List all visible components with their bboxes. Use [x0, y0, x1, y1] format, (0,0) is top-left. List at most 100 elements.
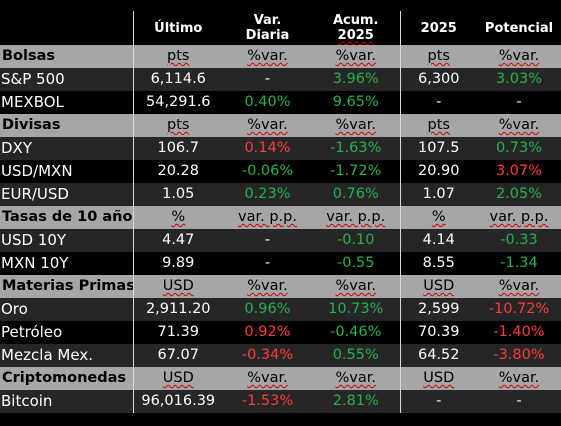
daily-change: 0.23%	[223, 183, 312, 206]
market-summary-table: Último Var. Diaria Acum. 2025 2025 Potenci…	[0, 11, 561, 413]
potential-change: 3.03%	[477, 68, 561, 91]
ytd-change: 3.96%	[312, 68, 400, 91]
table-row: S&P 500 6,114.6-3.96% 6,300 3.03%	[0, 68, 561, 91]
section-title: Bolsas	[0, 45, 133, 68]
target-2025: 2,599	[399, 298, 477, 321]
daily-change: 0.14%	[223, 137, 312, 160]
ytd-change: -1.72%	[312, 160, 400, 183]
section-unit-label: var. p.p.	[223, 206, 312, 229]
header-daily-change: Var. Diaria	[223, 11, 312, 45]
table-row: USD 10Y 4.47- -0.10 4.14 -0.33	[0, 229, 561, 252]
target-2025: -	[399, 390, 477, 413]
instrument-name: Mezcla Mex.	[0, 344, 133, 367]
header-target-2025: 2025	[399, 11, 477, 45]
header-daily-line2: Diaria	[245, 28, 290, 43]
daily-change: -	[223, 68, 312, 91]
section-unit-label: %var.	[477, 367, 561, 390]
potential-change: -1.40%	[477, 321, 561, 344]
section-unit-label: %	[399, 206, 477, 229]
header-last: Último	[132, 11, 223, 45]
section-unit-label: %var.	[477, 45, 561, 68]
ytd-change: 0.76%	[312, 183, 400, 206]
section-unit-label: %	[132, 206, 223, 229]
ytd-change: -0.55	[312, 252, 400, 275]
table-row: Bitcoin 96,016.39 -1.53% 2.81% - -	[0, 390, 561, 413]
daily-change: -1.53%	[223, 390, 312, 413]
table-row: DXY 106.7 0.14% -1.63% 107.5 0.73%	[0, 137, 561, 160]
instrument-name: Petróleo	[0, 321, 133, 344]
header-ytd-change: Acum. 2025	[312, 11, 400, 45]
instrument-name: Bitcoin	[0, 390, 133, 413]
potential-change: -3.80%	[477, 344, 561, 367]
instrument-name: S&P 500	[0, 68, 133, 91]
instrument-name: DXY	[0, 137, 133, 160]
section-unit-label: var. p.p.	[477, 206, 561, 229]
table-row: MXN 10Y 9.89- -0.55 8.55 -1.34	[0, 252, 561, 275]
last-value: 106.7	[132, 137, 223, 160]
last-value: 4.47	[132, 229, 223, 252]
instrument-name: MEXBOL	[0, 91, 133, 114]
section-unit-label: var. p.p.	[312, 206, 400, 229]
daily-change: -0.34%	[223, 344, 312, 367]
ytd-change: -0.46%	[312, 321, 400, 344]
potential-change: 2.05%	[477, 183, 561, 206]
instrument-name: USD/MXN	[0, 160, 133, 183]
section-unit-label: pts	[132, 45, 223, 68]
header-blank	[0, 11, 133, 45]
section-header-row: Materias Primas USD %var. %var. USD %var.	[0, 275, 561, 298]
section-header-row: Divisas pts %var. %var. pts %var.	[0, 114, 561, 137]
instrument-name: Oro	[0, 298, 133, 321]
daily-change: -	[223, 229, 312, 252]
potential-change: 0.73%	[477, 137, 561, 160]
target-2025: 1.07	[399, 183, 477, 206]
instrument-name: USD 10Y	[0, 229, 133, 252]
section-header-row: Criptomonedas USD %var. %var. USD %var.	[0, 367, 561, 390]
instrument-name: MXN 10Y	[0, 252, 133, 275]
table-row: Oro 2,911.20 0.96% 10.73% 2,599 -10.72%	[0, 298, 561, 321]
section-unit-label: %var.	[223, 45, 312, 68]
target-2025: 107.5	[399, 137, 477, 160]
target-2025: 4.14	[399, 229, 477, 252]
potential-change: -1.34	[477, 252, 561, 275]
section-title: Tasas de 10 años	[0, 206, 133, 229]
daily-change: -0.06%	[223, 160, 312, 183]
daily-change: -	[223, 252, 312, 275]
target-2025: 64.52	[399, 344, 477, 367]
target-2025: 70.39	[399, 321, 477, 344]
section-unit-label: %var.	[312, 275, 400, 298]
daily-change: 0.40%	[223, 91, 312, 114]
target-2025: -	[399, 91, 477, 114]
section-unit-label: %var.	[312, 367, 400, 390]
section-unit-label: %var.	[223, 275, 312, 298]
last-value: 67.07	[132, 344, 223, 367]
section-unit-label: USD	[132, 367, 223, 390]
last-value: 71.39	[132, 321, 223, 344]
table-row: Mezcla Mex. 67.07 -0.34% 0.55% 64.52 -3.80%	[0, 344, 561, 367]
ytd-change: -1.63%	[312, 137, 400, 160]
table-row: EUR/USD 1.05 0.23% 0.76% 1.07 2.05%	[0, 183, 561, 206]
section-unit-label: USD	[399, 367, 477, 390]
section-unit-label: USD	[132, 275, 223, 298]
section-title: Divisas	[0, 114, 133, 137]
potential-change: 3.07%	[477, 160, 561, 183]
section-unit-label: pts	[132, 114, 223, 137]
last-value: 1.05	[132, 183, 223, 206]
header-ytd-line1: Acum.	[332, 13, 379, 28]
section-title: Materias Primas	[0, 275, 133, 298]
section-header-row: Bolsas pts %var. %var. pts %var.	[0, 45, 561, 68]
daily-change: 0.92%	[223, 321, 312, 344]
potential-change: -0.33	[477, 229, 561, 252]
last-value: 96,016.39	[132, 390, 223, 413]
table-row: MEXBOL 54,291.6 0.40% 9.65% - -	[0, 91, 561, 114]
ytd-change: 0.55%	[312, 344, 400, 367]
ytd-change: 2.81%	[312, 390, 400, 413]
target-2025: 20.90	[399, 160, 477, 183]
instrument-name: EUR/USD	[0, 183, 133, 206]
ytd-change: -0.10	[312, 229, 400, 252]
table-row: USD/MXN 20.28 -0.06% -1.72% 20.90 3.07%	[0, 160, 561, 183]
section-unit-label: %var.	[312, 45, 400, 68]
potential-change: -	[477, 91, 561, 114]
potential-change: -	[477, 390, 561, 413]
section-unit-label: %var.	[312, 114, 400, 137]
last-value: 20.28	[132, 160, 223, 183]
